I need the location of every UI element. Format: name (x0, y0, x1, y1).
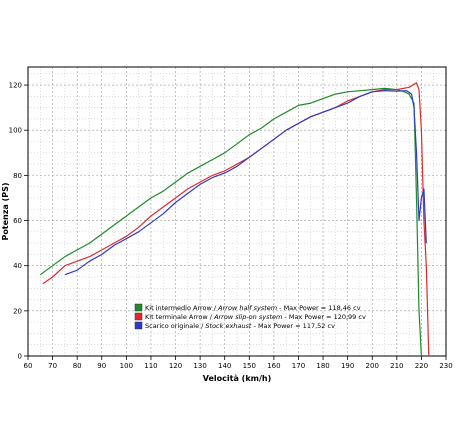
legend-name-italic: Arrow slip-on system (213, 313, 282, 321)
legend-entry: Scarico originale / Stock exhaust - Max … (145, 322, 335, 330)
series-lines (39, 82, 430, 357)
plot-area-frame (27, 66, 447, 357)
x-tick-label: 110 (144, 362, 157, 370)
legend-swatch (134, 321, 143, 330)
legend-swatch (134, 303, 143, 312)
x-tick-label: 180 (316, 362, 329, 370)
x-axis-label: Velocità (km/h) (203, 374, 272, 383)
legend-name-italic: Arrow half system (217, 304, 277, 312)
x-tick-label: 60 (24, 362, 33, 370)
legend-max-power: - Max Power = 117,52 cv (251, 322, 335, 330)
x-tick-label: 220 (415, 362, 428, 370)
legend-entry: Kit intermedio Arrow / Arrow half system… (145, 304, 361, 312)
y-axis-label: Potenza (PS) (1, 182, 10, 240)
y-tick-label: 120 (9, 82, 22, 90)
y-tick-label: 20 (13, 307, 22, 315)
x-tick-label: 200 (366, 362, 379, 370)
axis-ticks: 60 70 80 90 100 110 120 130 140 150 160 170 180 190 20… (9, 82, 453, 370)
x-tick-label: 130 (193, 362, 206, 370)
x-tick-label: 150 (243, 362, 256, 370)
series-line-3 (64, 90, 427, 276)
legend-entry: Kit terminale Arrow / Arrow slip-on syst… (145, 313, 366, 321)
legend-max-power: - Max Power = 118,46 cv (277, 304, 361, 312)
x-tick-label: 70 (48, 362, 57, 370)
y-tick-label: 0 (18, 353, 22, 361)
legend: Kit intermedio Arrow / Arrow half system… (134, 303, 366, 330)
x-tick-label: 170 (292, 362, 305, 370)
x-tick-label: 90 (97, 362, 106, 370)
x-tick-label: 80 (73, 362, 82, 370)
x-tick-label: 160 (267, 362, 280, 370)
legend-name: Scarico originale / (145, 322, 205, 330)
legend-name: Kit intermedio Arrow / (145, 304, 218, 312)
x-tick-label: 120 (169, 362, 182, 370)
y-tick-label: 80 (13, 172, 22, 180)
legend-name: Kit terminale Arrow / (145, 313, 214, 321)
legend-swatch (134, 312, 143, 321)
legend-name-italic: Stock exhaust (205, 322, 252, 330)
y-tick-label: 60 (13, 217, 22, 225)
x-tick-label: 100 (120, 362, 133, 370)
x-tick-label: 230 (439, 362, 452, 370)
y-tick-label: 100 (9, 127, 22, 135)
y-tick-label: 40 (13, 262, 22, 270)
legend-max-power: - Max Power = 120,99 cv (282, 313, 366, 321)
x-tick-label: 190 (341, 362, 354, 370)
x-tick-label: 210 (390, 362, 403, 370)
x-tick-label: 140 (218, 362, 231, 370)
